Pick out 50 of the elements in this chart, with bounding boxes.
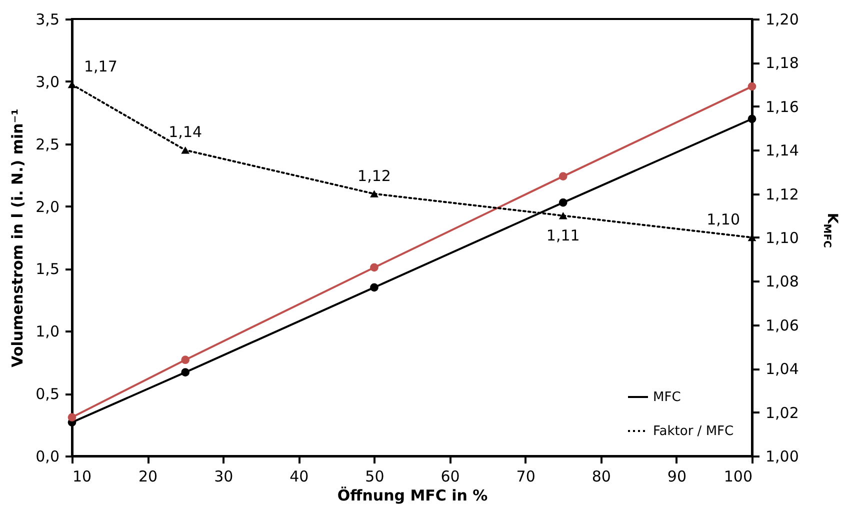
y2-tick-label: 1,14 bbox=[766, 142, 799, 160]
point bbox=[68, 413, 76, 422]
y2-tick-label: 1,00 bbox=[766, 448, 799, 466]
x-tick-label: 60 bbox=[440, 468, 460, 486]
point bbox=[181, 356, 190, 364]
x-tick-label: 10 bbox=[72, 468, 92, 486]
y2-tick-label: 1,18 bbox=[766, 54, 799, 72]
point bbox=[558, 198, 568, 207]
y2-tick-label: 1,20 bbox=[766, 10, 799, 28]
point bbox=[748, 114, 756, 124]
x-tick-label: 40 bbox=[290, 468, 309, 486]
point bbox=[370, 263, 378, 272]
y2-tick-label: 1,04 bbox=[766, 360, 799, 378]
y2-tick-label: 1,12 bbox=[766, 185, 799, 204]
y2-tick-label: 1,06 bbox=[766, 316, 799, 334]
y-tick-label: 1,0 bbox=[36, 322, 60, 341]
legend-label: Faktor / MFC bbox=[653, 424, 734, 439]
y-tick-label: 2,0 bbox=[36, 198, 60, 216]
data-label: 1,10 bbox=[706, 210, 740, 228]
point bbox=[748, 82, 756, 91]
x-tick-label: 90 bbox=[667, 468, 686, 486]
y2-tick-label: 1,10 bbox=[766, 229, 799, 247]
point bbox=[558, 212, 568, 220]
y2-tick-label: 1,16 bbox=[766, 98, 799, 116]
y2-tick-label: 1,02 bbox=[766, 404, 799, 422]
y-axis-title: Volumenstrom in l (i. N.) min⁻¹ bbox=[8, 108, 27, 368]
x-tick-label: 50 bbox=[365, 468, 384, 486]
data-label: 1,12 bbox=[358, 166, 391, 185]
point bbox=[181, 368, 190, 377]
point bbox=[558, 172, 568, 180]
x-tick-label: 20 bbox=[138, 468, 158, 486]
x-tick-label: 70 bbox=[516, 468, 536, 486]
x-tick-label: 80 bbox=[592, 468, 611, 486]
legend-label: MFC bbox=[653, 390, 681, 405]
y-tick-label: 3,5 bbox=[36, 10, 60, 28]
point bbox=[370, 190, 378, 198]
y-tick-label: 0,0 bbox=[36, 448, 60, 466]
y-tick-label: 3,0 bbox=[36, 72, 60, 91]
data-label: 1,17 bbox=[84, 58, 118, 76]
data-label: 1,11 bbox=[546, 226, 580, 245]
x-axis-title: Öffnung MFC in % bbox=[337, 486, 488, 504]
data-label: 1,14 bbox=[168, 123, 202, 142]
y2-tick-label: 1,08 bbox=[766, 272, 799, 291]
x-tick-label: 30 bbox=[214, 468, 234, 486]
point bbox=[181, 146, 190, 154]
point bbox=[370, 283, 378, 292]
y-tick-label: 2,5 bbox=[36, 135, 60, 154]
y-tick-label: 1,5 bbox=[36, 260, 60, 278]
y-tick-label: 0,5 bbox=[36, 385, 60, 404]
x-tick-label: 100 bbox=[724, 468, 752, 486]
